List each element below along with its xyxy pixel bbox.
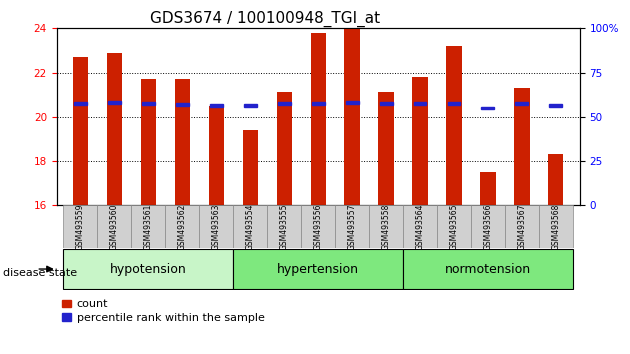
Text: GDS3674 / 100100948_TGI_at: GDS3674 / 100100948_TGI_at <box>149 11 380 27</box>
Bar <box>505 205 539 248</box>
Bar <box>64 249 233 290</box>
Text: GSM493563: GSM493563 <box>212 203 220 250</box>
Bar <box>447 102 461 105</box>
Bar <box>403 249 573 290</box>
Bar <box>98 205 132 248</box>
Text: GSM493557: GSM493557 <box>348 203 357 250</box>
Text: GSM493565: GSM493565 <box>449 203 459 250</box>
Bar <box>514 88 530 205</box>
Text: GSM493556: GSM493556 <box>314 203 323 250</box>
Bar <box>210 104 223 107</box>
Bar <box>413 77 428 205</box>
Bar <box>481 107 495 109</box>
Text: GSM493562: GSM493562 <box>178 203 187 250</box>
Bar <box>140 79 156 205</box>
Bar <box>108 101 121 104</box>
Bar <box>233 249 403 290</box>
Bar <box>132 205 165 248</box>
Text: GSM493568: GSM493568 <box>551 203 560 250</box>
Text: hypertension: hypertension <box>277 263 359 275</box>
Bar <box>311 33 326 205</box>
Bar <box>165 205 199 248</box>
Text: GSM493561: GSM493561 <box>144 203 153 250</box>
Bar <box>539 205 573 248</box>
Legend: count, percentile rank within the sample: count, percentile rank within the sample <box>62 299 265 323</box>
Text: GSM493558: GSM493558 <box>382 203 391 250</box>
Bar <box>380 102 392 105</box>
Text: GSM493566: GSM493566 <box>483 203 493 250</box>
Text: hypotension: hypotension <box>110 263 186 275</box>
Bar <box>244 104 256 107</box>
Bar <box>278 102 290 105</box>
Text: GSM493567: GSM493567 <box>517 203 527 250</box>
Bar <box>403 205 437 248</box>
Bar <box>176 103 189 106</box>
Bar <box>142 102 155 105</box>
Bar <box>199 205 233 248</box>
Bar <box>515 102 529 105</box>
Bar <box>379 92 394 205</box>
Text: disease state: disease state <box>3 268 77 278</box>
Text: normotension: normotension <box>445 263 531 275</box>
Text: GSM493555: GSM493555 <box>280 203 289 250</box>
Bar <box>267 205 301 248</box>
Bar <box>437 205 471 248</box>
Bar <box>74 102 87 105</box>
Bar <box>446 46 462 205</box>
Bar <box>277 92 292 205</box>
Bar <box>243 130 258 205</box>
Bar <box>480 172 496 205</box>
Text: GSM493560: GSM493560 <box>110 203 119 250</box>
Bar <box>549 104 563 107</box>
Bar <box>73 57 88 205</box>
Bar <box>175 79 190 205</box>
Bar <box>209 106 224 205</box>
Bar <box>345 28 360 205</box>
Bar <box>312 102 324 105</box>
Bar <box>413 102 427 105</box>
Text: GSM493554: GSM493554 <box>246 203 255 250</box>
Bar <box>106 53 122 205</box>
Bar <box>64 205 98 248</box>
Bar <box>369 205 403 248</box>
Text: GSM493564: GSM493564 <box>416 203 425 250</box>
Bar <box>548 154 563 205</box>
Bar <box>346 101 358 104</box>
Bar <box>335 205 369 248</box>
Text: GSM493559: GSM493559 <box>76 203 85 250</box>
Bar <box>233 205 267 248</box>
Bar <box>471 205 505 248</box>
Bar <box>301 205 335 248</box>
